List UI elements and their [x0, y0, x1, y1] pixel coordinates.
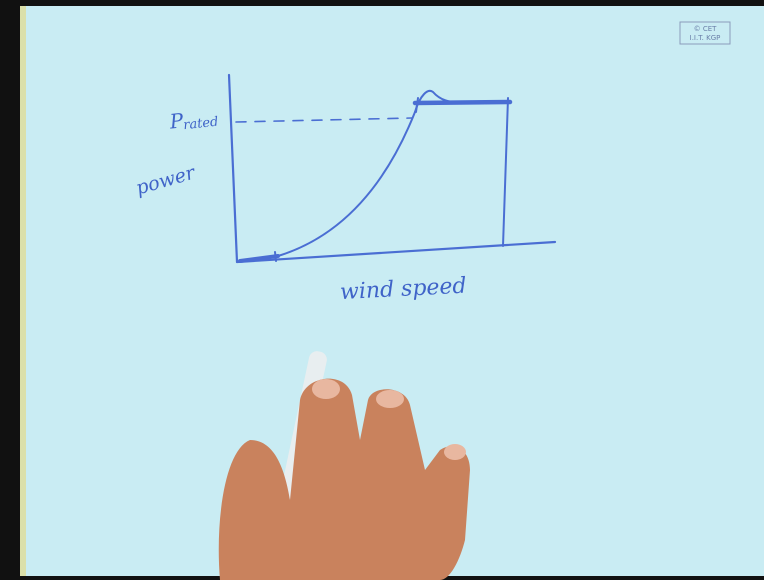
page: {"diagram": {"labels": {"power_symbol": …	[0, 0, 764, 580]
watermark-line: © CET	[694, 25, 718, 33]
fingernail	[376, 390, 404, 408]
fingernail	[444, 444, 466, 460]
cut-in-tick	[275, 252, 276, 261]
fingernail	[312, 379, 340, 399]
watermark-line: I.I.T. KGP	[690, 34, 721, 42]
video-frame: © CET I.I.T. KGP P rated power wind spee…	[0, 0, 764, 580]
paper-edge	[20, 6, 26, 576]
rated-plateau	[415, 102, 510, 103]
